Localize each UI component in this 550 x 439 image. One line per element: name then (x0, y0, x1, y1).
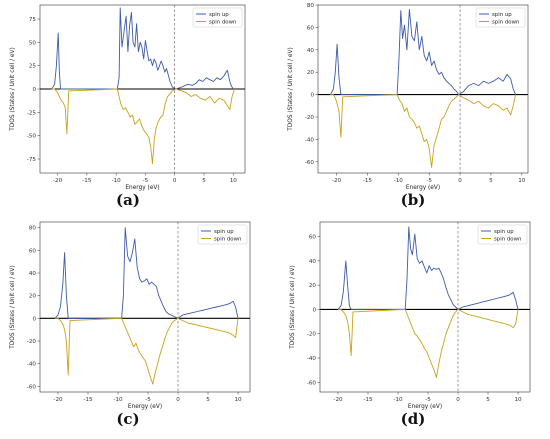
plot-frame (319, 221, 531, 393)
y-axis-label: TDOS (States / Unit cell / eV) (10, 47, 16, 131)
x-tick-label: -20 (333, 397, 343, 403)
spin-up-line (330, 9, 517, 96)
y-tick-label: 0 (32, 87, 36, 93)
x-axis-label: Energy (eV) (406, 185, 440, 191)
x-tick-label: 0 (173, 178, 177, 184)
y-tick-label: -25 (27, 110, 37, 116)
panel-label: (d) (401, 410, 426, 428)
panel-label: (c) (116, 410, 139, 428)
y-tick-label: 40 (309, 259, 317, 265)
x-tick-label: 0 (176, 397, 180, 403)
spin-down-line (330, 94, 517, 168)
legend-box (475, 7, 526, 28)
legend-spin-down-label: spin down (214, 237, 241, 243)
panel-b: -20 -15 -10 -5 0 5 10 -60 -40 -20 0 20 40 60 80 Energy … (288, 3, 529, 209)
x-tick-label: -5 (145, 397, 151, 403)
x-tick-label: 5 (206, 397, 210, 403)
plot-frame (317, 4, 529, 174)
y-tick-label: -60 (305, 160, 315, 166)
y-tick-label: -20 (27, 339, 37, 345)
y-axis-label: TDOS (States / Unit cell / eV) (290, 265, 296, 349)
y-tick-label: 20 (29, 294, 37, 300)
x-tick-label: -15 (363, 397, 373, 403)
y-tick-label: 0 (312, 307, 316, 313)
x-tick-label: 10 (518, 178, 526, 184)
y-tick-label: 20 (309, 283, 317, 289)
y-tick-label: -60 (27, 384, 37, 390)
y-tick-label: -40 (307, 356, 317, 362)
y-tick-label: -40 (27, 362, 37, 368)
legend-spin-up-label: spin up (209, 12, 229, 18)
spin-down-line (338, 308, 519, 378)
x-tick-label: -10 (393, 397, 403, 403)
y-axis-label: TDOS (States / Unit cell / eV) (288, 47, 294, 131)
y-tick-label: 75 (29, 17, 37, 23)
y-tick-label: -40 (305, 137, 315, 143)
spin-down-line (55, 317, 239, 385)
y-tick-label: 40 (29, 271, 37, 277)
y-tick-label: 60 (309, 235, 317, 241)
legend-spin-up-label: spin up (492, 12, 512, 18)
legend-spin-down-label: spin down (492, 20, 519, 26)
x-axis-label: Energy (eV) (128, 404, 162, 410)
spin-up-line (51, 7, 234, 90)
x-tick-label: -20 (53, 178, 63, 184)
y-tick-label: 60 (29, 248, 37, 254)
legend-box (192, 7, 243, 28)
y-tick-label: -50 (27, 134, 37, 140)
x-tick-label: -5 (425, 397, 431, 403)
x-tick-label: -20 (332, 178, 342, 184)
x-tick-label: -5 (143, 178, 149, 184)
x-tick-label: -20 (53, 397, 63, 403)
x-tick-label: -5 (426, 178, 432, 184)
legend-spin-up-label: spin up (214, 229, 234, 235)
legend-spin-down-label: spin down (209, 20, 236, 26)
y-tick-label: 40 (307, 48, 315, 54)
spin-up-line (337, 226, 519, 310)
x-tick-label: -15 (83, 397, 93, 403)
x-tick-label: 0 (458, 178, 462, 184)
x-tick-label: -15 (82, 178, 92, 184)
y-tick-label: -60 (307, 380, 317, 386)
x-tick-label: 5 (489, 178, 493, 184)
x-axis-label: Energy (eV) (408, 404, 442, 410)
x-tick-label: -10 (112, 178, 122, 184)
x-tick-label: 0 (456, 397, 460, 403)
legend-box (197, 224, 248, 245)
y-tick-label: 20 (307, 70, 315, 76)
y-tick-label: 25 (29, 64, 37, 70)
x-tick-label: 10 (514, 397, 522, 403)
y-tick-label: 50 (29, 40, 37, 46)
x-tick-label: 5 (486, 397, 490, 403)
legend-spin-down-label: spin down (494, 237, 521, 243)
panel-c: -20 -15 -10 -5 0 5 10 -60 -40 -20 0 20 40 60 80 Energy … (10, 221, 251, 428)
y-tick-label: -75 (27, 157, 37, 163)
legend-box (477, 224, 528, 245)
y-axis-label: TDOS (States / Unit cell / eV) (10, 265, 16, 349)
legend-spin-up-label: spin up (494, 229, 514, 235)
y-tick-label: 80 (307, 3, 315, 9)
x-tick-label: 10 (230, 178, 238, 184)
panel-label: (b) (401, 191, 426, 209)
spin-down-line (51, 88, 235, 165)
plot-frame (39, 221, 251, 393)
x-tick-label: 10 (234, 397, 242, 403)
x-tick-label: 5 (202, 178, 206, 184)
y-tick-label: 0 (32, 316, 36, 322)
x-tick-label: -10 (394, 178, 404, 184)
y-tick-label: 80 (29, 226, 37, 232)
panel-d: -20 -15 -10 -5 0 5 10 -60 -40 -20 0 20 40 60 Energy (e… (290, 221, 531, 428)
spin-up-line (54, 227, 239, 319)
y-tick-label: 0 (310, 93, 314, 99)
y-tick-label: 60 (307, 25, 315, 31)
x-tick-label: -15 (363, 178, 373, 184)
panel-label: (a) (116, 191, 140, 209)
x-tick-label: -10 (113, 397, 123, 403)
y-tick-label: -20 (305, 115, 315, 121)
y-tick-label: -20 (307, 332, 317, 338)
x-axis-label: Energy (eV) (125, 185, 159, 191)
